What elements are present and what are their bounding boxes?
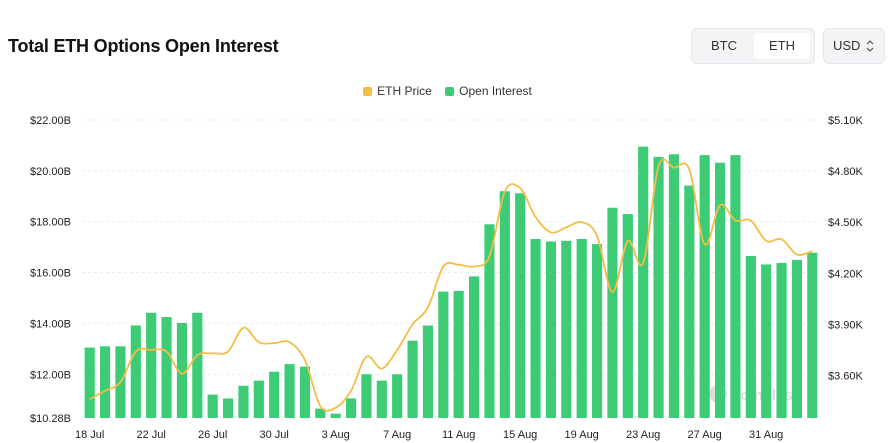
bar-open-interest-10-aug[interactable] [438, 291, 449, 418]
bar-open-interest-6-aug[interactable] [376, 380, 387, 418]
bar-open-interest-7-aug[interactable] [392, 374, 403, 418]
bar-open-interest-11-aug[interactable] [453, 290, 464, 418]
eth-toggle-button[interactable]: ETH [754, 33, 810, 59]
y-left-tick-label: $12.00B [30, 369, 71, 381]
bars-layer [84, 146, 818, 418]
bar-open-interest-30-jul[interactable] [269, 371, 280, 418]
y-left-tick-label: $22.00B [30, 115, 71, 127]
x-axis: 18 Jul 22 Jul 26 Jul 30 Jul 3 Aug 7 Aug 11 Aug… [75, 429, 783, 441]
bar-open-interest-23-aug[interactable] [638, 146, 649, 418]
chart-legend: ETH Price Open Interest [0, 84, 895, 98]
bar-open-interest-28-aug[interactable] [714, 162, 726, 418]
x-tick-label: 11 Aug [442, 429, 475, 441]
bar-open-interest-13-aug[interactable] [484, 224, 495, 418]
line-layer [89, 158, 813, 412]
bar-open-interest-16-aug[interactable] [530, 239, 541, 418]
y-left-tick-label: $18.00B [30, 217, 71, 229]
bar-open-interest-21-jul[interactable] [130, 325, 141, 418]
bar-open-interest-31-jul[interactable] [284, 364, 295, 418]
bar-open-interest-15-aug[interactable] [515, 193, 526, 418]
x-tick-label: 3 Aug [322, 429, 350, 441]
x-tick-label: 30 Jul [260, 429, 289, 441]
y-left-tick-label: $10.28B [30, 413, 71, 425]
bar-open-interest-1-aug[interactable] [299, 366, 311, 418]
legend-label-eth-price: ETH Price [377, 84, 432, 98]
y-axis-left: $10.28B $12.00B $14.00B $16.00B $18.00B $20.0… [30, 115, 71, 425]
bar-open-interest-2-sep[interactable] [791, 259, 803, 418]
bar-open-interest-29-jul[interactable] [253, 380, 264, 418]
bar-open-interest-1-sep[interactable] [776, 262, 787, 418]
bar-open-interest-24-jul[interactable] [176, 322, 188, 418]
bar-open-interest-17-aug[interactable] [545, 241, 557, 418]
y-left-tick-label: $20.00B [30, 166, 71, 178]
bar-open-interest-22-jul[interactable] [146, 312, 157, 418]
bar-open-interest-4-aug[interactable] [345, 398, 357, 418]
y-left-tick-label: $14.00B [30, 318, 71, 330]
bar-open-interest-26-aug[interactable] [684, 185, 695, 418]
legend-item-eth-price[interactable]: ETH Price [363, 84, 432, 98]
bar-open-interest-29-aug[interactable] [730, 155, 741, 418]
bar-open-interest-14-aug[interactable] [499, 191, 510, 418]
btc-toggle-button[interactable]: BTC [711, 38, 737, 53]
bar-open-interest-8-aug[interactable] [407, 340, 418, 418]
bar-open-interest-27-jul[interactable] [222, 398, 234, 418]
x-tick-label: 19 Aug [565, 429, 599, 441]
legend-swatch-open-interest [445, 87, 455, 96]
x-tick-label: 22 Jul [137, 429, 166, 441]
y-right-tick-label: $3.90K [828, 319, 864, 331]
x-tick-label: 26 Jul [198, 429, 227, 441]
currency-select[interactable]: USD [823, 28, 885, 64]
y-right-tick-label: $4.50K [828, 217, 864, 229]
bar-open-interest-20-aug[interactable] [591, 244, 603, 418]
bar-open-interest-30-aug[interactable] [745, 256, 756, 418]
bar-open-interest-21-aug[interactable] [607, 207, 618, 418]
bar-open-interest-26-jul[interactable] [207, 394, 218, 418]
y-left-tick-label: $16.00B [30, 268, 71, 280]
bar-open-interest-27-aug[interactable] [699, 155, 710, 418]
x-tick-label: 15 Aug [503, 429, 537, 441]
asset-toggle: BTC ETH [691, 28, 815, 64]
legend-label-open-interest: Open Interest [459, 84, 532, 98]
bar-open-interest-5-aug[interactable] [361, 374, 372, 418]
bar-open-interest-18-aug[interactable] [561, 240, 572, 418]
x-tick-label: 7 Aug [383, 429, 411, 441]
bar-open-interest-24-aug[interactable] [653, 156, 664, 418]
y-right-tick-label: $3.60K [828, 370, 864, 382]
bar-open-interest-25-jul[interactable] [192, 312, 203, 418]
bar-open-interest-31-aug[interactable] [761, 264, 772, 418]
legend-swatch-eth-price [363, 87, 373, 96]
y-right-tick-label: $5.10K [828, 115, 864, 127]
bar-open-interest-3-aug[interactable] [330, 413, 341, 418]
bar-open-interest-18-jul[interactable] [84, 347, 95, 418]
bar-open-interest-2-aug[interactable] [315, 408, 326, 418]
sort-arrows-icon [866, 40, 874, 52]
chart-title: Total ETH Options Open Interest [8, 36, 279, 56]
currency-value: USD [833, 38, 861, 53]
x-tick-label: 31 Aug [749, 429, 783, 441]
y-axis-right: $3.60K $3.90K $4.20K $4.50K $4.80K $5.10K [828, 115, 864, 382]
x-tick-label: 27 Aug [688, 429, 722, 441]
bar-open-interest-9-aug[interactable] [422, 325, 434, 418]
bar-open-interest-28-jul[interactable] [238, 385, 249, 418]
x-tick-label: 23 Aug [626, 429, 660, 441]
bar-open-interest-19-jul[interactable] [99, 346, 111, 418]
bar-open-interest-19-aug[interactable] [576, 239, 587, 418]
grid-layer [82, 119, 820, 375]
y-right-tick-label: $4.20K [828, 268, 864, 280]
bar-open-interest-22-aug[interactable] [622, 214, 633, 418]
y-right-tick-label: $4.80K [828, 166, 864, 178]
legend-item-open-interest[interactable]: Open Interest [445, 84, 532, 98]
eth-price-line[interactable] [89, 158, 813, 412]
bar-open-interest-23-jul[interactable] [161, 317, 172, 418]
bar-open-interest-3-sep[interactable] [807, 252, 818, 418]
bar-open-interest-25-aug[interactable] [668, 154, 680, 418]
x-tick-label: 18 Jul [75, 429, 104, 441]
bar-open-interest-12-aug[interactable] [468, 276, 480, 418]
